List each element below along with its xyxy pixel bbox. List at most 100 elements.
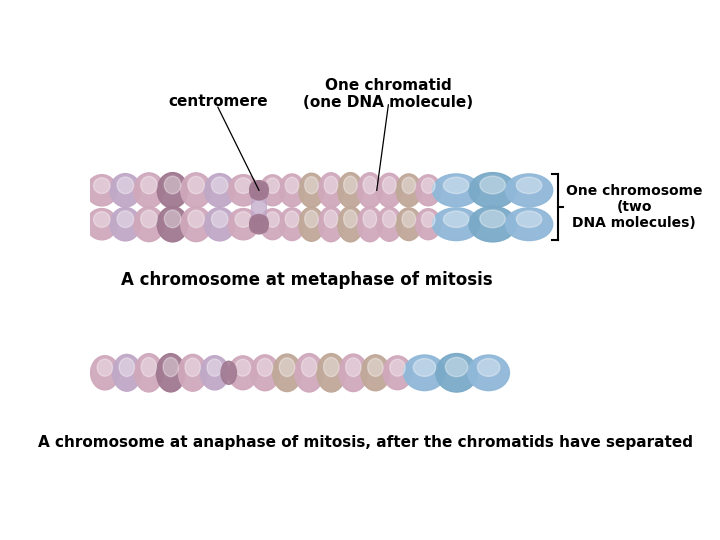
- Ellipse shape: [516, 177, 541, 193]
- Ellipse shape: [324, 176, 338, 194]
- Ellipse shape: [251, 183, 266, 232]
- Ellipse shape: [480, 176, 505, 194]
- Ellipse shape: [377, 173, 402, 207]
- Ellipse shape: [134, 173, 164, 208]
- Ellipse shape: [279, 174, 305, 207]
- Ellipse shape: [266, 178, 279, 193]
- Ellipse shape: [204, 207, 235, 241]
- Ellipse shape: [279, 208, 305, 241]
- Ellipse shape: [516, 211, 541, 227]
- Ellipse shape: [285, 211, 299, 227]
- Ellipse shape: [469, 173, 516, 208]
- Ellipse shape: [299, 207, 324, 241]
- Ellipse shape: [112, 354, 141, 391]
- Ellipse shape: [357, 207, 382, 242]
- Ellipse shape: [250, 216, 256, 232]
- Ellipse shape: [188, 177, 204, 194]
- Ellipse shape: [212, 211, 228, 227]
- Ellipse shape: [140, 210, 157, 228]
- Ellipse shape: [141, 357, 156, 376]
- Ellipse shape: [468, 355, 510, 390]
- Ellipse shape: [200, 356, 229, 390]
- Ellipse shape: [207, 359, 222, 376]
- Ellipse shape: [318, 173, 343, 208]
- Ellipse shape: [294, 354, 323, 392]
- Ellipse shape: [119, 358, 135, 376]
- Ellipse shape: [363, 210, 377, 228]
- Ellipse shape: [382, 177, 396, 194]
- Ellipse shape: [157, 206, 188, 242]
- Ellipse shape: [260, 208, 285, 240]
- Ellipse shape: [260, 175, 285, 206]
- Ellipse shape: [250, 214, 269, 234]
- Ellipse shape: [444, 211, 469, 227]
- Ellipse shape: [221, 361, 236, 384]
- Ellipse shape: [117, 211, 134, 227]
- Ellipse shape: [413, 359, 436, 376]
- Ellipse shape: [250, 183, 256, 198]
- Ellipse shape: [382, 211, 396, 227]
- Ellipse shape: [181, 173, 212, 208]
- Ellipse shape: [402, 211, 415, 227]
- Ellipse shape: [404, 355, 446, 390]
- Ellipse shape: [383, 356, 412, 390]
- Ellipse shape: [433, 174, 480, 207]
- Ellipse shape: [346, 358, 361, 376]
- Ellipse shape: [228, 208, 258, 240]
- Ellipse shape: [228, 356, 257, 390]
- Ellipse shape: [368, 359, 383, 376]
- Ellipse shape: [156, 354, 185, 392]
- Ellipse shape: [140, 177, 157, 194]
- Ellipse shape: [505, 174, 553, 207]
- Ellipse shape: [86, 174, 117, 206]
- Ellipse shape: [305, 177, 318, 194]
- Ellipse shape: [421, 178, 435, 193]
- Ellipse shape: [164, 176, 181, 194]
- Ellipse shape: [377, 207, 402, 241]
- Text: A chromosome at metaphase of mitosis: A chromosome at metaphase of mitosis: [121, 272, 492, 289]
- Ellipse shape: [324, 210, 338, 228]
- Ellipse shape: [361, 355, 390, 391]
- Ellipse shape: [343, 210, 357, 228]
- Ellipse shape: [235, 359, 251, 376]
- Text: A chromosome at anaphase of mitosis, after the chromatids have separated: A chromosome at anaphase of mitosis, aft…: [37, 435, 693, 450]
- Ellipse shape: [228, 174, 258, 206]
- Ellipse shape: [135, 354, 163, 392]
- Ellipse shape: [266, 212, 279, 227]
- Ellipse shape: [134, 207, 164, 241]
- Ellipse shape: [91, 356, 119, 390]
- Ellipse shape: [86, 208, 117, 240]
- Ellipse shape: [415, 208, 441, 240]
- Ellipse shape: [181, 207, 212, 241]
- Ellipse shape: [421, 212, 435, 227]
- Ellipse shape: [110, 173, 140, 207]
- Ellipse shape: [339, 354, 368, 392]
- Ellipse shape: [396, 174, 421, 207]
- Ellipse shape: [157, 173, 188, 208]
- Ellipse shape: [357, 173, 382, 208]
- Ellipse shape: [305, 211, 318, 227]
- Ellipse shape: [446, 357, 468, 377]
- Ellipse shape: [212, 177, 228, 194]
- Ellipse shape: [163, 357, 179, 376]
- Ellipse shape: [444, 177, 469, 193]
- Ellipse shape: [480, 210, 505, 228]
- Ellipse shape: [262, 216, 269, 232]
- Ellipse shape: [257, 359, 273, 376]
- Ellipse shape: [317, 354, 346, 392]
- Ellipse shape: [262, 183, 269, 198]
- Ellipse shape: [188, 210, 204, 228]
- Ellipse shape: [94, 178, 110, 193]
- Ellipse shape: [94, 212, 110, 227]
- Ellipse shape: [185, 358, 200, 376]
- Ellipse shape: [251, 355, 279, 391]
- Ellipse shape: [415, 175, 441, 206]
- Ellipse shape: [204, 173, 235, 207]
- Text: centromere: centromere: [168, 94, 268, 109]
- Ellipse shape: [179, 354, 207, 391]
- Ellipse shape: [343, 176, 357, 194]
- Ellipse shape: [396, 208, 421, 241]
- Ellipse shape: [110, 207, 140, 241]
- Ellipse shape: [117, 177, 134, 194]
- Ellipse shape: [256, 183, 262, 198]
